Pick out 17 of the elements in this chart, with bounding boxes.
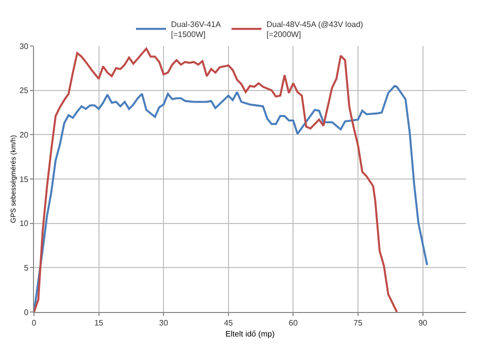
y-tick-label: 15 xyxy=(19,174,29,184)
y-tick-label: 20 xyxy=(19,130,29,140)
y-tick-label: 5 xyxy=(24,263,29,272)
x-tick-label: 0 xyxy=(32,318,37,328)
legend-label: Dual-36V-41A [=1500W] xyxy=(171,20,222,40)
y-tick-label: 30 xyxy=(19,42,29,51)
x-tick-label: 75 xyxy=(354,318,363,328)
x-tick-label: 30 xyxy=(159,318,169,328)
x-tick-label: 45 xyxy=(224,318,234,328)
x-axis-title: Eltelt idő (mp) xyxy=(225,330,276,339)
x-tick-label: 60 xyxy=(288,318,298,328)
y-tick-label: 0 xyxy=(24,308,29,317)
x-tick-label: 15 xyxy=(94,318,104,328)
y-tick-label: 10 xyxy=(19,219,29,228)
legend-label: Dual-48V-45A (@43V load) [=2000W] xyxy=(266,20,364,40)
x-tick-label: 90 xyxy=(418,318,428,328)
y-tick-label: 25 xyxy=(19,86,29,96)
